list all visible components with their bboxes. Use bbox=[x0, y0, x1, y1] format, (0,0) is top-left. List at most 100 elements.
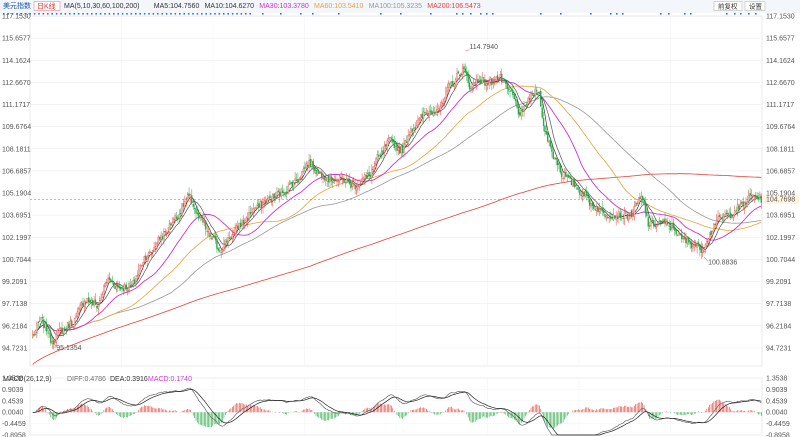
macd-panel: MACD(26,12,9) DIFF:0.4786 DEA:0.3916 MAC… bbox=[3, 376, 192, 383]
candle-body bbox=[586, 190, 588, 197]
candle-body bbox=[284, 193, 287, 196]
candle-body bbox=[601, 207, 603, 212]
settings-button[interactable] bbox=[744, 1, 766, 11]
ma60-line bbox=[46, 85, 762, 332]
event-dot bbox=[560, 13, 562, 15]
event-dot bbox=[161, 13, 163, 15]
candle-body bbox=[36, 323, 38, 333]
candle-body bbox=[255, 207, 257, 209]
candle-body bbox=[163, 231, 165, 240]
candle-body bbox=[573, 177, 575, 187]
candle-body bbox=[580, 194, 582, 196]
candle-body bbox=[565, 171, 567, 178]
candle-body bbox=[608, 217, 610, 219]
candle-body bbox=[650, 221, 652, 226]
candle-body bbox=[654, 224, 656, 227]
candle-body bbox=[535, 89, 538, 92]
y-tick-label-right: 99.2091 bbox=[766, 279, 791, 286]
event-dot bbox=[183, 13, 185, 15]
candle-body bbox=[625, 212, 627, 214]
candle-body bbox=[760, 196, 762, 203]
candle-body bbox=[672, 222, 675, 229]
candle-body bbox=[200, 216, 203, 219]
candle-body bbox=[369, 175, 372, 177]
candle-body bbox=[167, 231, 169, 234]
candle-body bbox=[584, 191, 587, 197]
restore-button[interactable] bbox=[713, 1, 743, 11]
candle-body bbox=[301, 171, 303, 177]
event-dot bbox=[152, 13, 155, 15]
candle-body bbox=[618, 211, 620, 218]
candle-body bbox=[489, 79, 492, 83]
candle-body bbox=[50, 332, 52, 343]
event-dot bbox=[104, 13, 106, 15]
candle-body bbox=[710, 230, 712, 235]
candle-body bbox=[400, 146, 402, 153]
candle-body bbox=[80, 302, 83, 306]
candle-body bbox=[674, 226, 676, 231]
candle-body bbox=[189, 194, 192, 198]
candle-body bbox=[390, 137, 393, 139]
y-tick-label-right: 117.1530 bbox=[766, 14, 795, 21]
event-dot bbox=[400, 13, 402, 15]
candle-body bbox=[230, 237, 232, 239]
candle-body bbox=[517, 106, 520, 115]
ma5-line bbox=[35, 71, 762, 342]
candle-body bbox=[428, 111, 430, 118]
candle-body bbox=[623, 210, 626, 219]
candle-body bbox=[226, 240, 228, 243]
candle-body bbox=[735, 210, 737, 212]
candle-body bbox=[622, 218, 624, 220]
candle-body bbox=[309, 158, 312, 168]
candle-body bbox=[450, 81, 453, 83]
candle-body bbox=[696, 244, 698, 248]
event-dot bbox=[480, 13, 482, 15]
event-dot bbox=[262, 13, 264, 15]
candle-body bbox=[693, 244, 695, 247]
event-dot bbox=[622, 13, 624, 15]
y-tick-label-right: 94.7231 bbox=[766, 345, 791, 352]
candle-body bbox=[576, 187, 578, 190]
candle-body bbox=[146, 256, 148, 262]
candle-body bbox=[602, 211, 605, 213]
event-dot bbox=[29, 13, 31, 15]
candle-body bbox=[722, 215, 725, 222]
event-dot bbox=[338, 13, 340, 15]
candle-body bbox=[57, 329, 59, 336]
candle-body bbox=[734, 210, 736, 216]
candle-body bbox=[156, 243, 158, 249]
candle-body bbox=[491, 78, 493, 85]
candle-body bbox=[235, 225, 238, 231]
candle-body bbox=[520, 110, 522, 117]
candle-body bbox=[304, 167, 306, 169]
candle-body bbox=[355, 187, 358, 191]
candle-body bbox=[727, 213, 729, 215]
candle-body bbox=[570, 179, 573, 186]
candle-body bbox=[105, 282, 108, 284]
candle-body bbox=[246, 217, 249, 221]
candle-body bbox=[251, 212, 253, 216]
candle-body bbox=[581, 193, 584, 197]
candle-body bbox=[311, 160, 313, 167]
period-badge[interactable] bbox=[33, 1, 61, 11]
candle-body bbox=[269, 195, 271, 199]
event-dot bbox=[209, 13, 212, 15]
candle-body bbox=[344, 181, 347, 183]
event-dot bbox=[69, 13, 71, 15]
candle-body bbox=[473, 82, 475, 86]
candle-body bbox=[531, 94, 534, 96]
event-dot bbox=[55, 13, 58, 15]
candle-body bbox=[528, 98, 531, 101]
y-tick-label-left: 94.7231 bbox=[2, 345, 27, 352]
candle-body bbox=[244, 222, 246, 224]
candle-body bbox=[365, 175, 367, 177]
candle-body bbox=[433, 112, 436, 114]
candle-body bbox=[124, 284, 126, 291]
candle-body bbox=[152, 250, 154, 253]
candle-body bbox=[414, 126, 416, 129]
candle-body bbox=[305, 163, 307, 168]
candle-body bbox=[383, 145, 386, 153]
candle-body bbox=[133, 279, 136, 284]
y-tick-label-left: 112.6670 bbox=[2, 80, 31, 87]
